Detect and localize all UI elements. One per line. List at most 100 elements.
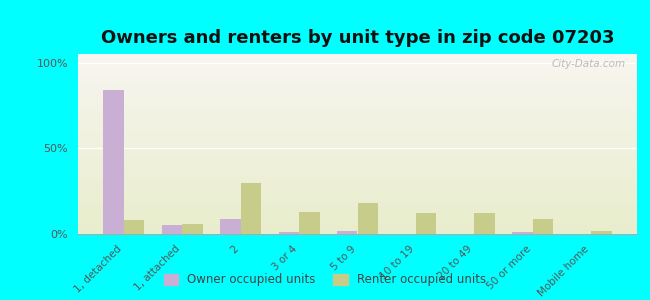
Bar <box>78 56 637 57</box>
Bar <box>78 143 637 144</box>
Bar <box>78 100 637 101</box>
Bar <box>78 129 637 130</box>
Bar <box>78 198 637 199</box>
Bar <box>78 157 637 158</box>
Bar <box>78 208 637 209</box>
Bar <box>78 73 637 74</box>
Bar <box>78 218 637 219</box>
Bar <box>78 83 637 84</box>
Bar <box>78 180 637 181</box>
Bar <box>78 108 637 109</box>
Bar <box>78 227 637 228</box>
Bar <box>78 82 637 83</box>
Bar <box>78 127 637 128</box>
Bar <box>78 111 637 112</box>
Bar <box>78 101 637 102</box>
Bar <box>78 165 637 166</box>
Bar <box>78 94 637 95</box>
Bar <box>78 55 637 56</box>
Bar <box>78 162 637 163</box>
Bar <box>78 177 637 178</box>
Bar <box>78 233 637 234</box>
Bar <box>78 191 637 192</box>
Bar <box>78 89 637 90</box>
Bar <box>78 167 637 168</box>
Bar <box>78 90 637 91</box>
Bar <box>78 84 637 85</box>
Bar <box>337 231 358 234</box>
Bar <box>78 209 637 210</box>
Bar <box>78 203 637 204</box>
Bar <box>78 97 637 98</box>
Bar <box>78 126 637 127</box>
Bar <box>78 153 637 154</box>
Bar <box>78 213 637 214</box>
Bar <box>78 168 637 169</box>
Bar <box>78 199 637 200</box>
Bar <box>78 221 637 222</box>
Bar <box>78 183 637 184</box>
Bar <box>78 139 637 140</box>
Bar <box>78 196 637 197</box>
Bar <box>78 71 637 72</box>
Bar <box>78 193 637 194</box>
Bar <box>78 166 637 167</box>
Bar <box>78 230 637 231</box>
Bar <box>279 232 299 234</box>
Bar <box>78 64 637 65</box>
Bar <box>78 184 637 185</box>
Bar <box>78 77 637 78</box>
Bar <box>78 128 637 129</box>
Bar <box>78 232 637 233</box>
Bar <box>78 67 637 68</box>
Bar <box>78 182 637 183</box>
Bar <box>78 98 637 99</box>
Bar <box>78 81 637 82</box>
Bar <box>78 150 637 151</box>
Bar <box>78 116 637 117</box>
Bar <box>78 54 637 55</box>
Bar <box>78 72 637 73</box>
Bar <box>78 188 637 189</box>
Bar <box>78 214 637 215</box>
Bar <box>78 74 637 75</box>
Bar <box>78 172 637 173</box>
Bar <box>78 171 637 172</box>
Bar <box>78 190 637 191</box>
Bar <box>78 88 637 89</box>
Bar <box>78 65 637 66</box>
Bar <box>78 201 637 202</box>
Bar <box>220 219 240 234</box>
Bar <box>78 170 637 171</box>
Bar <box>78 124 637 125</box>
Bar <box>162 225 182 234</box>
Bar <box>78 223 637 224</box>
Bar <box>78 202 637 203</box>
Bar <box>78 69 637 70</box>
Bar <box>78 226 637 227</box>
Bar <box>358 203 378 234</box>
Bar <box>78 137 637 138</box>
Bar <box>78 228 637 229</box>
Bar <box>78 70 637 71</box>
Bar <box>78 175 637 176</box>
Bar <box>78 202 637 203</box>
Bar <box>78 159 637 160</box>
Bar <box>78 110 637 111</box>
Bar <box>78 147 637 148</box>
Bar <box>78 93 637 94</box>
Bar <box>78 197 637 198</box>
Bar <box>78 114 637 115</box>
Bar <box>78 123 637 124</box>
Bar <box>78 76 637 77</box>
Bar <box>78 87 637 88</box>
Bar <box>78 75 637 76</box>
Bar <box>78 120 637 121</box>
Bar <box>78 134 637 135</box>
Bar <box>78 61 637 62</box>
Bar <box>78 160 637 161</box>
Bar <box>533 219 553 234</box>
Bar <box>78 174 637 175</box>
Bar <box>78 135 637 136</box>
Bar <box>78 185 637 186</box>
